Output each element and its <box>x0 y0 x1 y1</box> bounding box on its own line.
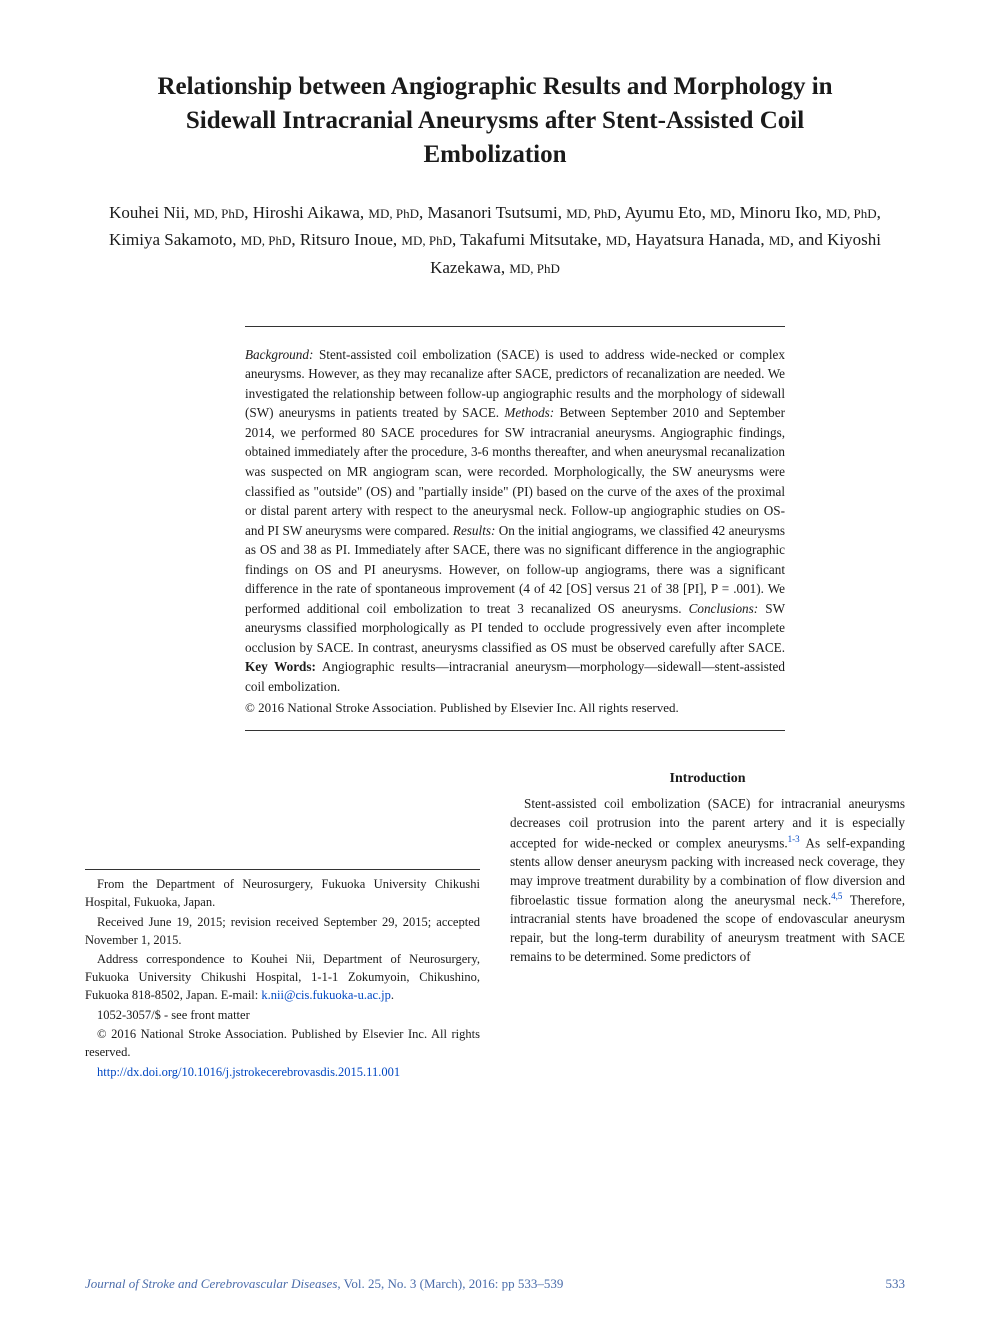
page-container: Relationship between Angiographic Result… <box>0 0 990 1320</box>
abstract-results-label: Results: <box>453 523 496 538</box>
introduction-paragraph: Stent-assisted coil embolization (SACE) … <box>510 795 905 966</box>
footnote-block: From the Department of Neurosurgery, Fuk… <box>85 869 480 1081</box>
author-list: Kouhei Nii, MD, PhD, Hiroshi Aikawa, MD,… <box>105 199 885 281</box>
abstract-conclusions-label: Conclusions: <box>689 601 759 616</box>
footer-page-number: 533 <box>886 1276 906 1292</box>
left-column: From the Department of Neurosurgery, Fuk… <box>85 769 480 1083</box>
footnote-copyright: © 2016 National Stroke Association. Publ… <box>85 1026 480 1062</box>
two-column-body: From the Department of Neurosurgery, Fuk… <box>85 769 905 1083</box>
footnote-issn: 1052-3057/$ - see front matter <box>85 1007 480 1025</box>
footer-issue: , Vol. 25, No. 3 (March), 2016: pp 533–5… <box>337 1276 563 1291</box>
abstract-methods-label: Methods: <box>504 405 554 420</box>
footnote-period: . <box>391 988 394 1002</box>
running-footer: Journal of Stroke and Cerebrovascular Di… <box>85 1276 905 1292</box>
abstract-background-label: Background: <box>245 347 313 362</box>
abstract-keywords: Angiographic results—intracranial aneury… <box>245 659 785 694</box>
article-title: Relationship between Angiographic Result… <box>115 70 875 171</box>
abstract-copyright: © 2016 National Stroke Association. Publ… <box>245 700 785 716</box>
citation-sup-1[interactable]: 1-3 <box>788 834 800 844</box>
footer-journal: Journal of Stroke and Cerebrovascular Di… <box>85 1276 337 1291</box>
footnote-affiliation: From the Department of Neurosurgery, Fuk… <box>85 876 480 912</box>
footnote-doi: http://dx.doi.org/10.1016/j.jstrokecereb… <box>85 1064 480 1082</box>
abstract-keywords-label: Key Words: <box>245 659 316 674</box>
abstract-text: Background: Stent-assisted coil emboliza… <box>245 345 785 697</box>
footnote-correspondence: Address correspondence to Kouhei Nii, De… <box>85 951 480 1004</box>
right-column: Introduction Stent-assisted coil emboliz… <box>510 769 905 1083</box>
introduction-heading: Introduction <box>510 769 905 789</box>
correspondence-email-link[interactable]: k.nii@cis.fukuoka-u.ac.jp <box>261 988 391 1002</box>
footnote-dates: Received June 19, 2015; revision receive… <box>85 914 480 950</box>
footer-journal-block: Journal of Stroke and Cerebrovascular Di… <box>85 1276 563 1292</box>
abstract-methods: Between September 2010 and September 201… <box>245 405 785 537</box>
citation-sup-2[interactable]: 4,5 <box>831 891 842 901</box>
doi-link[interactable]: http://dx.doi.org/10.1016/j.jstrokecereb… <box>97 1065 400 1079</box>
abstract-block: Background: Stent-assisted coil emboliza… <box>245 326 785 732</box>
